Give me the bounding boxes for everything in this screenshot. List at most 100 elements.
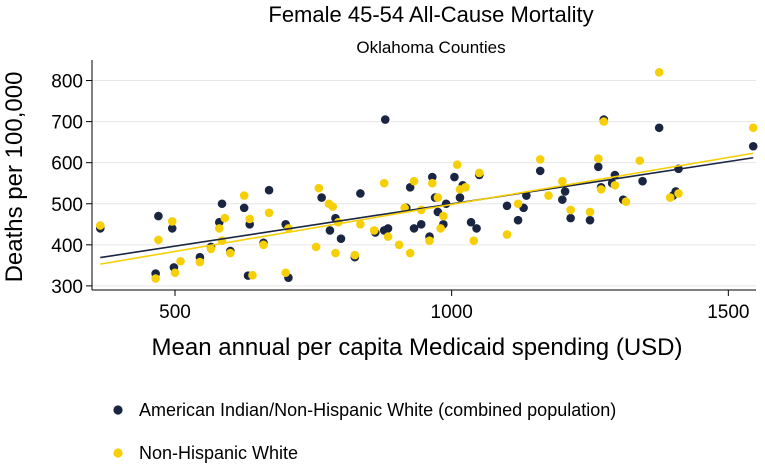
point-combined	[560, 187, 570, 196]
point-nhw	[654, 68, 664, 77]
point-combined	[380, 115, 390, 124]
point-combined	[594, 162, 603, 172]
trend-line-combined	[100, 156, 754, 259]
point-nhw	[311, 242, 321, 252]
point-nhw	[245, 214, 254, 224]
point-nhw	[167, 217, 177, 226]
point-nhw	[469, 236, 479, 246]
plot-area: 300 400 500 600 700 800 500 1000 1500	[51, 60, 758, 323]
point-nhw	[281, 268, 290, 278]
point-combined	[167, 224, 177, 233]
point-combined	[336, 234, 346, 243]
point-combined	[154, 211, 163, 221]
point-nhw	[170, 268, 180, 278]
point-nhw	[350, 250, 360, 260]
point-combined	[535, 166, 545, 176]
point-nhw	[239, 191, 249, 200]
point-nhw	[264, 208, 274, 218]
legend: American Indian/Non-Hispanic White (comb…	[113, 400, 616, 463]
point-combined	[638, 176, 647, 186]
point-nhw	[610, 180, 620, 190]
point-nhw	[585, 207, 595, 217]
point-combined	[558, 195, 567, 204]
trend-line-nhw	[100, 152, 754, 265]
point-combined	[325, 226, 335, 235]
point-combined	[217, 199, 227, 209]
point-nhw	[206, 244, 216, 254]
point-nhw	[428, 178, 437, 188]
legend-label-combined: American Indian/Non-Hispanic White (comb…	[139, 400, 616, 420]
x-axis-label: Mean annual per capita Medicaid spending…	[152, 334, 683, 361]
x-tick-label: 1500	[707, 302, 749, 323]
point-nhw	[599, 117, 609, 126]
point-nhw	[151, 274, 160, 283]
point-nhw	[220, 213, 230, 223]
point-nhw	[314, 183, 324, 193]
point-combined	[455, 193, 465, 202]
point-nhw	[328, 202, 338, 211]
point-nhw	[248, 270, 257, 280]
point-nhw	[674, 189, 683, 198]
point-nhw	[475, 168, 484, 178]
legend-label-nhw: Non-Hispanic White	[139, 443, 298, 463]
point-combined	[450, 172, 459, 182]
point-combined	[502, 201, 512, 211]
point-nhw	[558, 176, 567, 186]
point-nhw	[425, 236, 434, 246]
point-combined	[239, 203, 249, 213]
point-nhw	[544, 191, 553, 200]
y-tick-label: 400	[51, 236, 83, 257]
point-nhw	[176, 256, 185, 266]
point-nhw	[635, 156, 645, 165]
chart-subtitle: Oklahoma Counties	[356, 38, 505, 57]
point-nhw	[356, 219, 365, 229]
point-nhw	[596, 185, 606, 194]
point-nhw	[96, 221, 105, 230]
point-nhw	[226, 248, 235, 258]
point-combined	[405, 183, 415, 192]
point-nhw	[665, 193, 675, 202]
x-tick-label: 1000	[431, 302, 473, 323]
point-combined	[466, 217, 476, 227]
point-nhw	[436, 224, 445, 233]
point-nhw	[566, 205, 575, 215]
x-tick-label: 500	[159, 302, 191, 323]
point-nhw	[452, 160, 462, 170]
y-tick-label: 700	[51, 113, 83, 134]
chart-title: Female 45-54 All-Cause Mortality	[268, 2, 593, 27]
point-combined	[428, 172, 437, 182]
point-nhw	[594, 154, 603, 163]
point-combined	[416, 219, 426, 229]
point-nhw	[535, 155, 545, 164]
point-nhw	[621, 197, 631, 206]
point-nhw	[405, 248, 415, 258]
point-nhw	[439, 211, 448, 221]
y-tick-label: 300	[51, 277, 83, 298]
point-combined	[409, 224, 419, 233]
point-combined	[654, 123, 664, 133]
point-combined	[356, 189, 365, 198]
point-combined	[513, 215, 523, 225]
point-combined	[472, 224, 481, 233]
point-nhw	[433, 193, 443, 202]
point-nhw	[331, 248, 340, 258]
point-nhw	[195, 257, 205, 267]
point-combined	[383, 224, 393, 233]
y-tick-label: 800	[51, 72, 83, 93]
legend-marker-nhw	[113, 448, 123, 458]
point-combined	[264, 185, 274, 195]
y-axis-label: Deaths per 100,000	[1, 72, 28, 283]
point-nhw	[379, 178, 389, 188]
point-combined	[585, 215, 595, 225]
point-nhw	[154, 235, 163, 245]
point-combined	[748, 141, 758, 151]
point-nhw	[214, 224, 224, 233]
point-combined	[566, 213, 575, 223]
point-combined	[317, 193, 326, 202]
point-nhw	[383, 232, 393, 241]
point-nhw	[259, 240, 268, 250]
point-nhw	[513, 199, 523, 209]
point-nhw	[748, 123, 758, 133]
point-nhw	[394, 240, 404, 250]
y-tick-label: 500	[51, 195, 83, 216]
